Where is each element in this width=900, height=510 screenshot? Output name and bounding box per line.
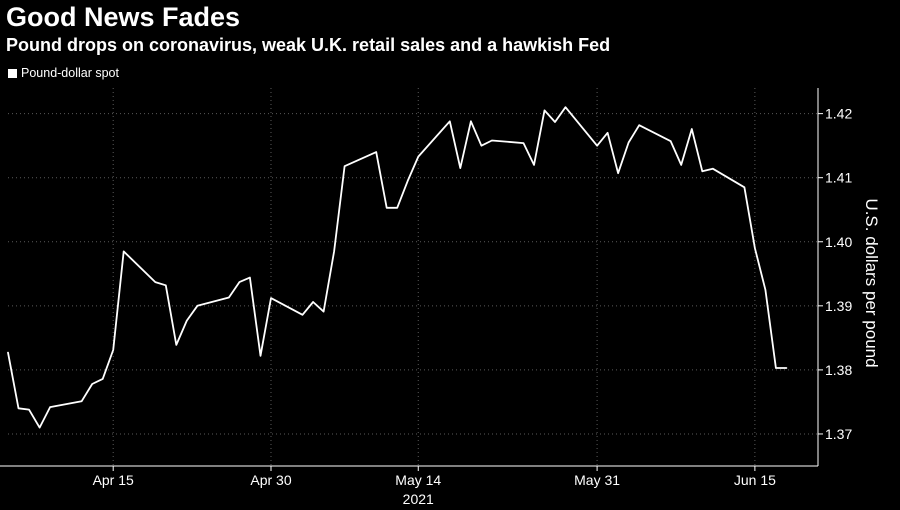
y-tick-label: 1.40 [825, 234, 852, 250]
chart-subtitle: Pound drops on coronavirus, weak U.K. re… [6, 35, 611, 55]
series-line-pound-dollar [7, 106, 788, 429]
y-tick-label: 1.41 [825, 170, 852, 186]
legend-label: Pound-dollar spot [21, 66, 119, 80]
x-tick-label: Apr 15 [93, 472, 134, 488]
y-tick-label: 1.39 [825, 298, 852, 314]
legend-swatch [8, 68, 17, 78]
y-tick-label: 1.42 [825, 106, 852, 122]
x-year-label: 2021 [403, 491, 434, 507]
x-tick-label: Apr 30 [250, 472, 291, 488]
x-tick-label: May 14 [395, 472, 441, 488]
chart-title: Good News Fades [6, 2, 241, 32]
y-tick-label: 1.38 [825, 362, 852, 378]
x-tick-label: May 31 [574, 472, 620, 488]
x-tick-label: Jun 15 [734, 472, 776, 488]
y-tick-label: 1.37 [825, 426, 852, 442]
legend: Pound-dollar spot [8, 66, 119, 80]
y-axis-title: U.S. dollars per pound [862, 198, 881, 367]
